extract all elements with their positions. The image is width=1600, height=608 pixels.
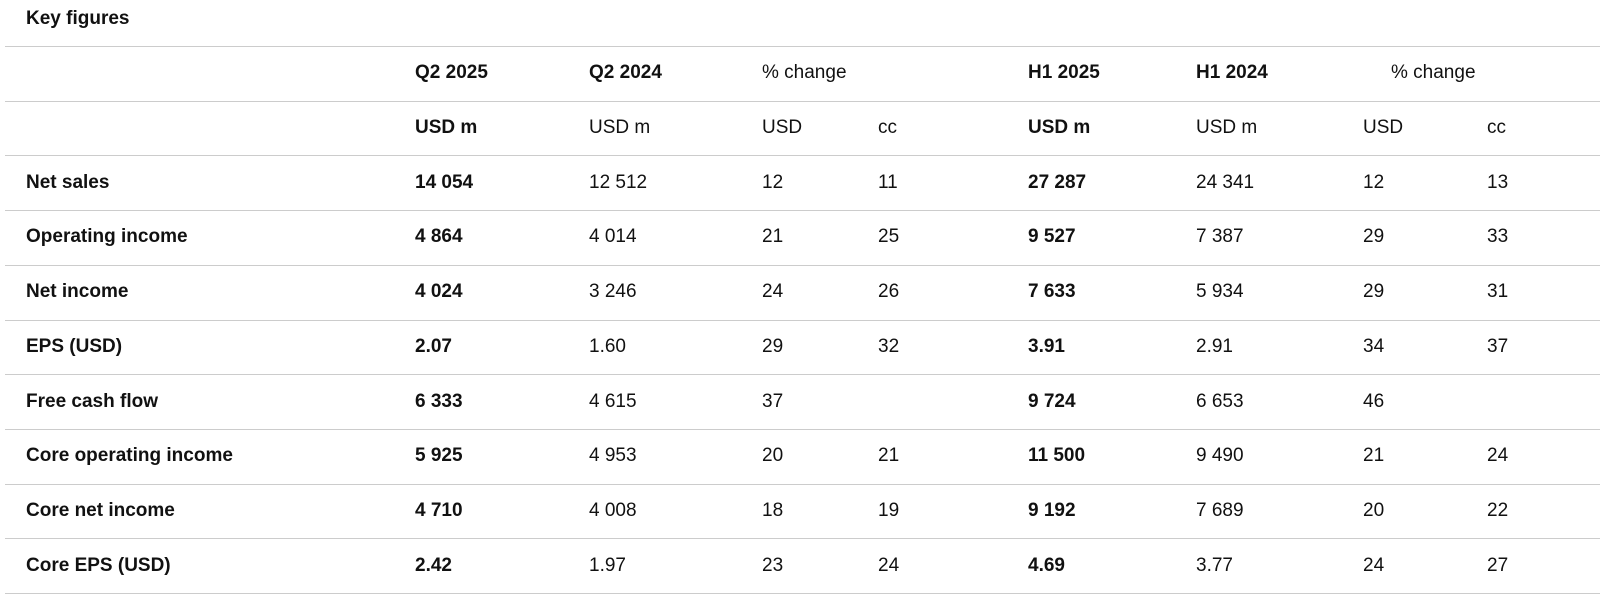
- row-divider: [5, 429, 1600, 430]
- unit-header: USD: [1363, 117, 1404, 139]
- cell-value: 31: [1487, 281, 1509, 303]
- cell-value: 1.97: [589, 554, 626, 576]
- cell-value: 6 653: [1196, 390, 1244, 412]
- cell-value: 2.07: [415, 335, 452, 357]
- column-header: Q2 2024: [589, 62, 662, 84]
- row-divider: [5, 320, 1600, 321]
- cell-value: 27: [1487, 554, 1509, 576]
- cell-value: 22: [1487, 499, 1509, 521]
- row-label: Net income: [26, 281, 129, 303]
- cell-value: 4 864: [415, 226, 463, 248]
- cell-value: 5 934: [1196, 281, 1244, 303]
- cell-value: 21: [762, 226, 784, 248]
- cell-value: 14 054: [415, 171, 474, 193]
- cell-value: 7 387: [1196, 226, 1244, 248]
- column-header: % change: [762, 62, 847, 84]
- cell-value: 4 024: [415, 281, 463, 303]
- row-label: Core operating income: [26, 445, 233, 467]
- cell-value: 21: [878, 445, 900, 467]
- cell-value: 29: [1363, 226, 1385, 248]
- cell-value: 1.60: [589, 335, 626, 357]
- unit-header: USD m: [1028, 117, 1091, 139]
- cell-value: 37: [1487, 335, 1509, 357]
- cell-value: 9 490: [1196, 445, 1244, 467]
- cell-value: 46: [1363, 390, 1385, 412]
- cell-value: 26: [878, 281, 900, 303]
- row-label: Operating income: [26, 226, 188, 248]
- row-divider: [5, 484, 1600, 485]
- cell-value: 4.69: [1028, 554, 1065, 576]
- row-divider: [5, 210, 1600, 211]
- cell-value: 3.77: [1196, 554, 1233, 576]
- cell-value: 4 008: [589, 499, 637, 521]
- cell-value: 9 724: [1028, 390, 1076, 412]
- unit-header: cc: [1487, 117, 1506, 139]
- row-divider: [5, 374, 1600, 375]
- row-label: Core EPS (USD): [26, 554, 171, 576]
- cell-value: 29: [762, 335, 784, 357]
- cell-value: 21: [1363, 445, 1385, 467]
- row-label: Core net income: [26, 499, 175, 521]
- cell-value: 19: [878, 499, 900, 521]
- cell-value: 12: [762, 171, 784, 193]
- cell-value: 4 953: [589, 445, 637, 467]
- row-divider: [5, 155, 1600, 156]
- column-header: % change: [1391, 62, 1476, 84]
- cell-value: 4 615: [589, 390, 637, 412]
- cell-value: 24: [1363, 554, 1385, 576]
- cell-value: 12: [1363, 171, 1385, 193]
- cell-value: 4 014: [589, 226, 637, 248]
- row-label: Free cash flow: [26, 390, 158, 412]
- cell-value: 12 512: [589, 171, 648, 193]
- row-label: Net sales: [26, 171, 110, 193]
- cell-value: 2.42: [415, 554, 452, 576]
- column-header: Q2 2025: [415, 62, 488, 84]
- cell-value: 27 287: [1028, 171, 1087, 193]
- cell-value: 2.91: [1196, 335, 1233, 357]
- cell-value: 23: [762, 554, 784, 576]
- cell-value: 6 333: [415, 390, 463, 412]
- unit-header: USD m: [589, 117, 651, 139]
- row-divider: [5, 46, 1600, 47]
- row-divider: [5, 538, 1600, 539]
- cell-value: 33: [1487, 226, 1509, 248]
- cell-value: 32: [878, 335, 900, 357]
- cell-value: 29: [1363, 281, 1385, 303]
- cell-value: 13: [1487, 171, 1509, 193]
- table-title: Key figures: [26, 8, 130, 29]
- unit-header: USD m: [1196, 117, 1258, 139]
- column-header: H1 2024: [1196, 62, 1268, 84]
- cell-value: 34: [1363, 335, 1385, 357]
- row-divider: [5, 265, 1600, 266]
- row-label: EPS (USD): [26, 335, 123, 357]
- cell-value: 5 925: [415, 445, 463, 467]
- cell-value: 4 710: [415, 499, 463, 521]
- cell-value: 3 246: [589, 281, 637, 303]
- cell-value: 37: [762, 390, 784, 412]
- cell-value: 18: [762, 499, 784, 521]
- column-header: H1 2025: [1028, 62, 1100, 84]
- unit-header: USD m: [415, 117, 478, 139]
- cell-value: 24: [1487, 445, 1509, 467]
- cell-value: 20: [1363, 499, 1385, 521]
- cell-value: 9 527: [1028, 226, 1076, 248]
- unit-header: USD: [762, 117, 803, 139]
- cell-value: 11: [878, 171, 898, 193]
- cell-value: 9 192: [1028, 499, 1076, 521]
- cell-value: 11 500: [1028, 445, 1086, 467]
- cell-value: 20: [762, 445, 784, 467]
- row-divider: [5, 593, 1600, 594]
- cell-value: 25: [878, 226, 900, 248]
- cell-value: 7 689: [1196, 499, 1244, 521]
- cell-value: 24 341: [1196, 171, 1255, 193]
- row-divider: [5, 101, 1600, 102]
- cell-value: 24: [762, 281, 784, 303]
- unit-header: cc: [878, 117, 897, 139]
- cell-value: 7 633: [1028, 281, 1076, 303]
- cell-value: 24: [878, 554, 900, 576]
- cell-value: 3.91: [1028, 335, 1065, 357]
